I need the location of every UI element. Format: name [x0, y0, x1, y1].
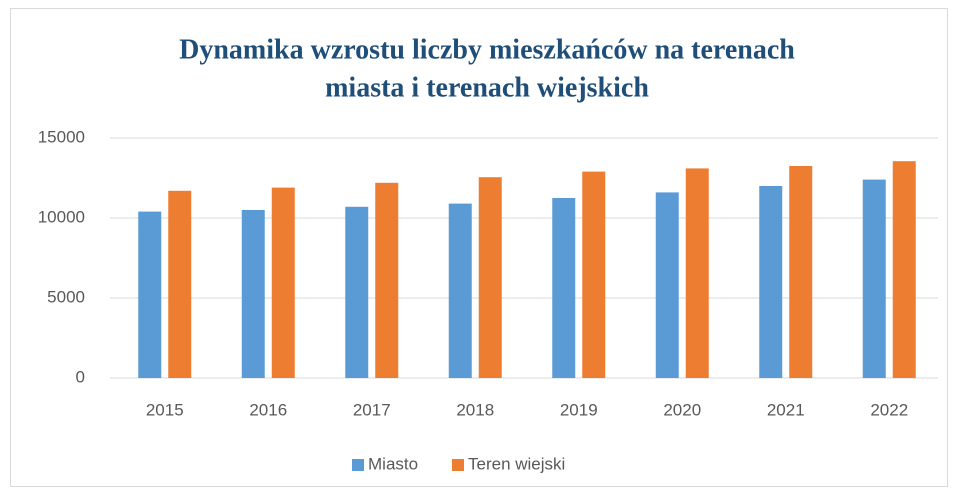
bar: [345, 206, 369, 378]
bar: [892, 161, 916, 378]
x-tick-label: 2019: [560, 400, 598, 419]
legend-label: Teren wiejski: [468, 454, 565, 473]
chart-title: Dynamika wzrostu liczby mieszkańców na t…: [179, 34, 795, 65]
bar: [375, 182, 399, 378]
bar: [862, 179, 886, 378]
bar: [582, 171, 606, 378]
x-tick-label: 2018: [456, 400, 494, 419]
x-tick-label: 2015: [146, 400, 184, 419]
bar: [478, 177, 502, 378]
bar: [241, 210, 265, 378]
bar: [655, 192, 679, 378]
legend-label: Miasto: [368, 454, 418, 473]
bar: [138, 211, 162, 378]
bar: [168, 190, 192, 378]
x-tick-label: 2017: [353, 400, 391, 419]
bar: [271, 187, 295, 378]
bar: [685, 168, 709, 378]
chart-title: miasta i terenach wiejskich: [325, 72, 649, 103]
legend-swatch: [352, 459, 364, 471]
x-tick-label: 2020: [663, 400, 701, 419]
y-tick-label: 0: [76, 367, 85, 386]
bar: [448, 203, 472, 378]
x-tick-label: 2022: [870, 400, 908, 419]
x-tick-label: 2016: [249, 400, 287, 419]
x-tick-label: 2021: [767, 400, 805, 419]
y-tick-label: 15000: [38, 127, 85, 146]
bar: [789, 166, 813, 378]
y-tick-label: 10000: [38, 207, 85, 226]
legend-swatch: [452, 459, 464, 471]
y-tick-label: 5000: [47, 287, 85, 306]
bar: [552, 198, 576, 378]
bar: [759, 186, 783, 378]
